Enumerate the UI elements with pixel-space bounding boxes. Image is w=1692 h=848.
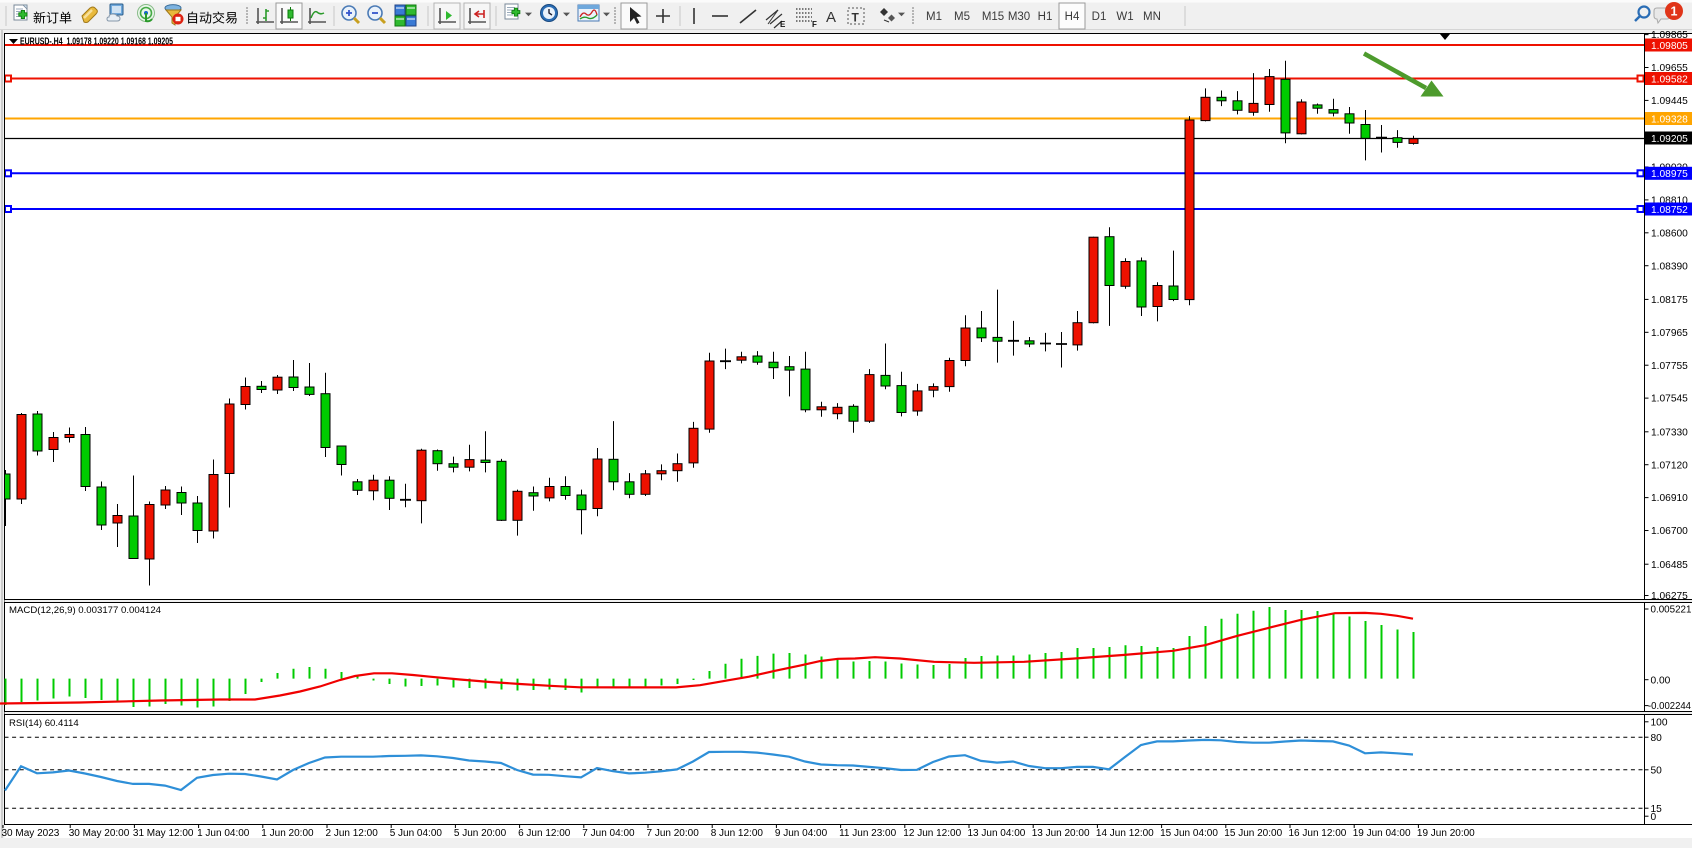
svg-text:M15: M15: [982, 11, 1004, 23]
svg-text:30 May 20:00: 30 May 20:00: [69, 828, 130, 839]
svg-text:1.08810: 1.08810: [1651, 196, 1688, 207]
svg-text:5 Jun 20:00: 5 Jun 20:00: [454, 828, 507, 839]
svg-text:1.07545: 1.07545: [1651, 394, 1688, 405]
svg-text:1.08390: 1.08390: [1651, 261, 1688, 272]
svg-text:M1: M1: [926, 11, 942, 23]
svg-text:1.07965: 1.07965: [1651, 328, 1688, 339]
svg-text:W1: W1: [1116, 11, 1133, 23]
svg-text:1 Jun 20:00: 1 Jun 20:00: [261, 828, 314, 839]
svg-text:1.09582: 1.09582: [1651, 74, 1688, 85]
svg-text:15 Jun 20:00: 15 Jun 20:00: [1224, 828, 1282, 839]
svg-text:1.06700: 1.06700: [1651, 526, 1688, 537]
svg-text:15: 15: [1651, 804, 1663, 815]
svg-text:E: E: [780, 20, 786, 29]
svg-text:1.06910: 1.06910: [1651, 493, 1688, 504]
svg-text:15 Jun 04:00: 15 Jun 04:00: [1160, 828, 1218, 839]
svg-text:1.08975: 1.08975: [1651, 169, 1688, 180]
svg-text:1.08600: 1.08600: [1651, 228, 1688, 239]
svg-text:T: T: [852, 11, 860, 25]
svg-text:H1: H1: [1038, 11, 1053, 23]
svg-text:1.09205: 1.09205: [1651, 134, 1688, 145]
svg-text:1.09655: 1.09655: [1651, 63, 1688, 74]
svg-text:1.06275: 1.06275: [1651, 591, 1688, 602]
svg-text:1.08175: 1.08175: [1651, 295, 1688, 306]
svg-text:13 Jun 20:00: 13 Jun 20:00: [1032, 828, 1090, 839]
svg-text:H4: H4: [1065, 11, 1080, 23]
svg-text:50: 50: [1651, 765, 1663, 776]
svg-text:RSI(14) 60.4114: RSI(14) 60.4114: [9, 718, 79, 729]
svg-text:M30: M30: [1008, 11, 1030, 23]
svg-text:6 Jun 12:00: 6 Jun 12:00: [518, 828, 571, 839]
svg-text:MACD(12,26,9) 0.003177 0.00412: MACD(12,26,9) 0.003177 0.004124: [9, 605, 162, 616]
svg-text:1: 1: [1671, 5, 1678, 19]
svg-text:19 Jun 20:00: 19 Jun 20:00: [1417, 828, 1475, 839]
svg-text:31 May 12:00: 31 May 12:00: [133, 828, 194, 839]
svg-text:0.00: 0.00: [1651, 675, 1671, 686]
svg-text:1.07755: 1.07755: [1651, 361, 1688, 372]
svg-text:80: 80: [1651, 733, 1663, 744]
svg-text:1.08752: 1.08752: [1651, 205, 1688, 216]
svg-text:9 Jun 04:00: 9 Jun 04:00: [775, 828, 828, 839]
svg-text:EURUSD-.H4 1.09178 1.09220 1.: EURUSD-.H4 1.09178 1.09220 1.09168 1.092…: [20, 36, 173, 48]
svg-text:F: F: [812, 20, 817, 29]
svg-text:1.07120: 1.07120: [1651, 460, 1688, 471]
svg-text:A: A: [826, 9, 836, 26]
svg-text:2 Jun 12:00: 2 Jun 12:00: [326, 828, 379, 839]
svg-text:MN: MN: [1143, 11, 1161, 23]
svg-text:19 Jun 04:00: 19 Jun 04:00: [1353, 828, 1411, 839]
svg-text:8 Jun 12:00: 8 Jun 12:00: [711, 828, 764, 839]
svg-text:100: 100: [1651, 717, 1668, 728]
svg-text:1.09328: 1.09328: [1651, 114, 1688, 125]
svg-text:7 Jun 20:00: 7 Jun 20:00: [647, 828, 700, 839]
svg-text:13 Jun 04:00: 13 Jun 04:00: [968, 828, 1026, 839]
svg-text:D1: D1: [1092, 11, 1107, 23]
svg-text:1.09805: 1.09805: [1651, 41, 1688, 52]
svg-text:0: 0: [1651, 812, 1657, 823]
svg-text:5 Jun 04:00: 5 Jun 04:00: [390, 828, 443, 839]
svg-text:12 Jun 12:00: 12 Jun 12:00: [903, 828, 961, 839]
svg-text:11 Jun 23:00: 11 Jun 23:00: [839, 828, 897, 839]
svg-text:M5: M5: [954, 11, 970, 23]
svg-text:1.09865: 1.09865: [1651, 30, 1688, 41]
svg-text:0.005221: 0.005221: [1651, 605, 1692, 616]
svg-text:1.09445: 1.09445: [1651, 96, 1688, 107]
svg-text:30 May 2023: 30 May 2023: [2, 828, 60, 839]
svg-text:7 Jun 04:00: 7 Jun 04:00: [582, 828, 635, 839]
svg-text:1 Jun 04:00: 1 Jun 04:00: [197, 828, 250, 839]
svg-text:-0.002244: -0.002244: [1648, 701, 1691, 712]
svg-text:1.07330: 1.07330: [1651, 427, 1688, 438]
svg-text:16 Jun 12:00: 16 Jun 12:00: [1289, 828, 1347, 839]
svg-text:1.06485: 1.06485: [1651, 560, 1688, 571]
svg-text:14 Jun 12:00: 14 Jun 12:00: [1096, 828, 1154, 839]
